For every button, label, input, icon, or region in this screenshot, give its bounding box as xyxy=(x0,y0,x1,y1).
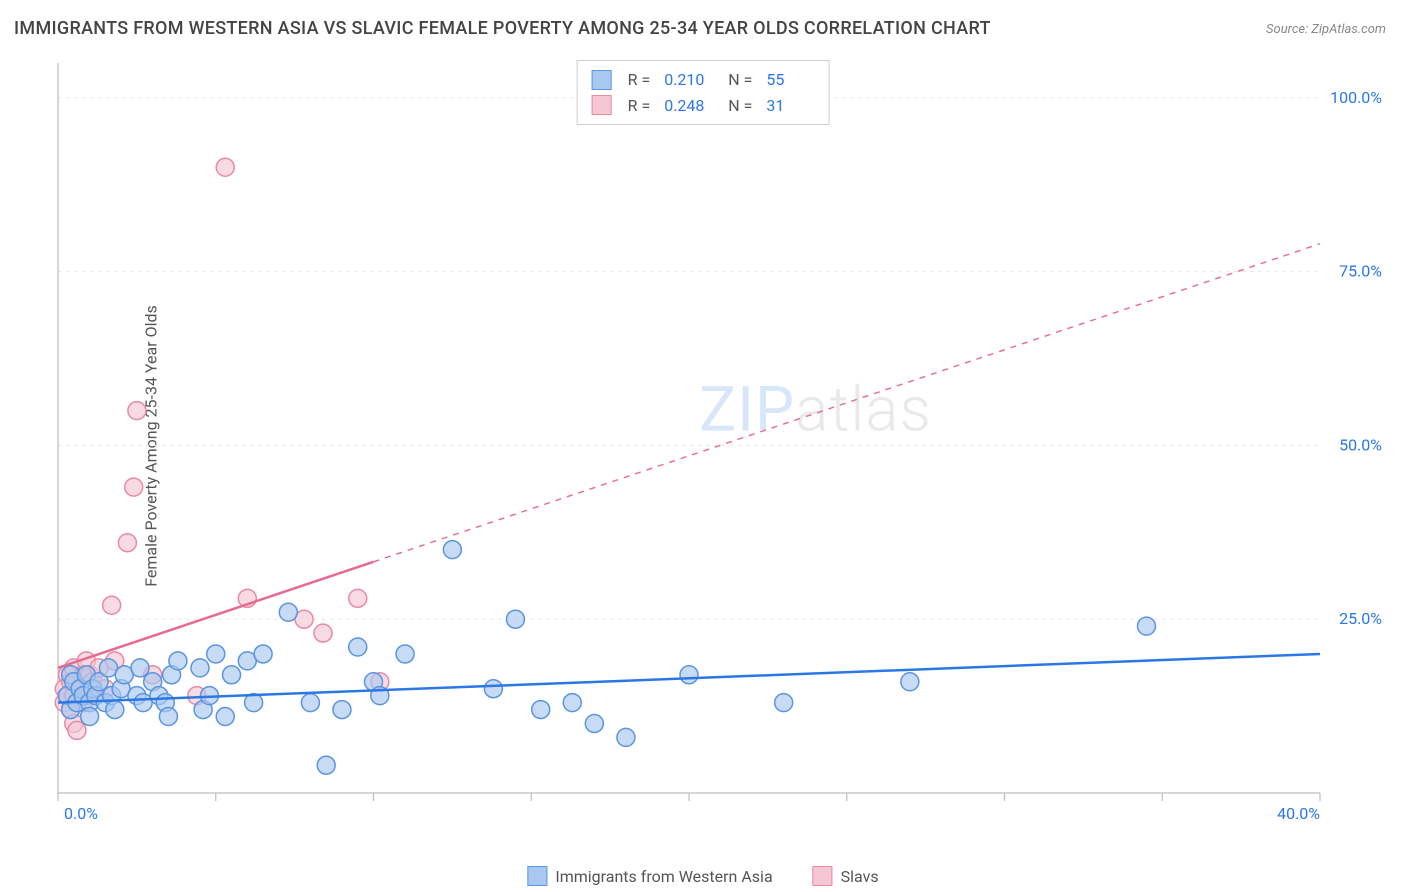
n-label: N = xyxy=(728,67,752,93)
swatch-blue xyxy=(592,70,612,90)
legend-item-blue: Immigrants from Western Asia xyxy=(527,866,772,886)
svg-text:50.0%: 50.0% xyxy=(1339,435,1382,454)
n-label: N = xyxy=(728,93,752,119)
svg-text:0.0%: 0.0% xyxy=(64,804,98,823)
n-value-blue: 55 xyxy=(766,67,814,93)
n-value-pink: 31 xyxy=(766,93,814,119)
r-value-pink: 0.248 xyxy=(664,93,712,119)
legend-item-pink: Slavs xyxy=(813,866,879,886)
stats-row-pink: R = 0.248 N = 31 xyxy=(592,93,815,119)
legend-label-blue: Immigrants from Western Asia xyxy=(555,867,772,886)
chart-title: IMMIGRANTS FROM WESTERN ASIA VS SLAVIC F… xyxy=(14,18,991,39)
swatch-pink xyxy=(592,95,612,115)
svg-text:40.0%: 40.0% xyxy=(1277,804,1320,823)
scatter-plot: 25.0% 50.0% 75.0% 100.0% 0.0% 40.0% xyxy=(50,55,1390,835)
legend-label-pink: Slavs xyxy=(841,867,879,886)
svg-text:75.0%: 75.0% xyxy=(1339,262,1382,281)
swatch-blue xyxy=(527,866,547,886)
r-label: R = xyxy=(628,93,651,119)
stats-legend: R = 0.210 N = 55 R = 0.248 N = 31 xyxy=(577,60,830,125)
svg-text:100.0%: 100.0% xyxy=(1330,88,1382,107)
bottom-legend: Immigrants from Western Asia Slavs xyxy=(527,866,878,886)
swatch-pink xyxy=(813,866,833,886)
source-label: Source: ZipAtlas.com xyxy=(1266,22,1386,37)
r-value-blue: 0.210 xyxy=(664,67,712,93)
svg-text:25.0%: 25.0% xyxy=(1339,609,1382,628)
stats-row-blue: R = 0.210 N = 55 xyxy=(592,67,815,93)
r-label: R = xyxy=(628,67,651,93)
